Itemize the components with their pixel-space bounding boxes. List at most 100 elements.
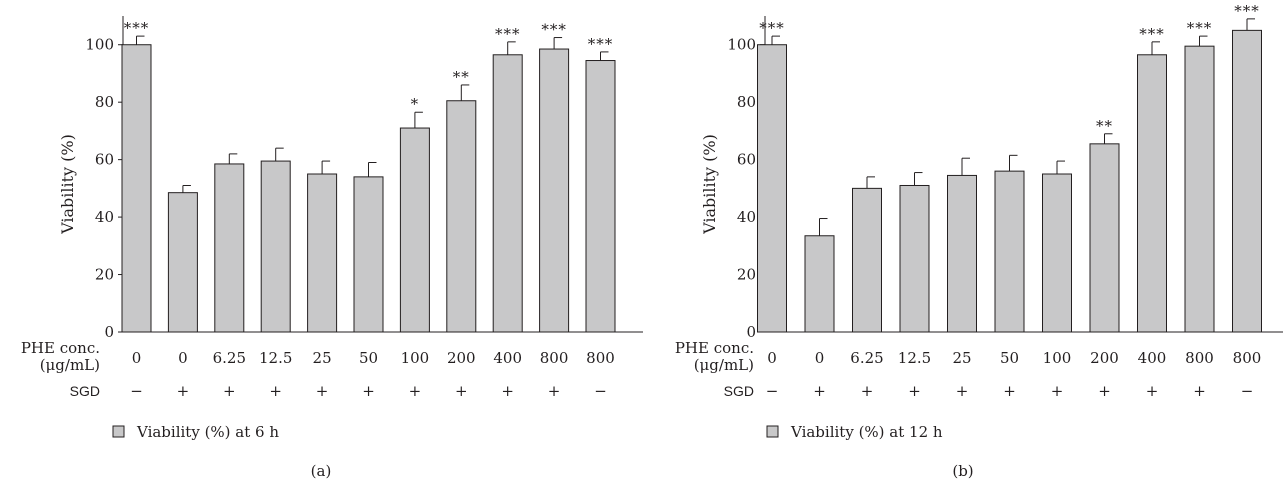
x-tick-label: 0 [132, 349, 142, 367]
sgd-value: + [177, 382, 190, 400]
bar [852, 187, 882, 333]
legend-swatch [766, 425, 779, 438]
chart-panel-b: 0 20 40 60 80 100 Viability (%) *** 0 − 0 +6.25 +12.… [675, 2, 1283, 480]
x-tick-label: 6.25 [213, 349, 246, 367]
y-tick-label: 20 [95, 266, 114, 284]
bar [1137, 54, 1167, 333]
significance-label: *** [541, 21, 567, 39]
bar [1232, 29, 1262, 333]
x-tick-label: 50 [359, 349, 378, 367]
bar [399, 127, 430, 333]
sgd-value: − [766, 382, 779, 400]
sgd-value: + [455, 382, 468, 400]
bar [121, 44, 152, 333]
sgd-value: + [1003, 382, 1016, 400]
x-tick-label: 800 [1233, 349, 1262, 367]
y-axis-label: Viability (%) [700, 134, 719, 235]
x-tick-label: 25 [313, 349, 332, 367]
sgd-value: + [409, 382, 422, 400]
phe-row-label: PHE conc. [675, 339, 754, 357]
sgd-value: + [956, 382, 969, 400]
sgd-value: + [1193, 382, 1206, 400]
panel-label: (b) [952, 462, 973, 480]
x-tick-label: 100 [401, 349, 430, 367]
panel-label: (a) [311, 462, 332, 480]
x-tick-label: 800 [586, 349, 615, 367]
x-tick-label: 6.25 [850, 349, 883, 367]
x-tick-label: 25 [952, 349, 971, 367]
x-tick-label: 0 [178, 349, 188, 367]
significance-label: ** [453, 68, 470, 86]
sgd-value: − [594, 382, 607, 400]
bar [804, 235, 835, 333]
phe-row-label: PHE conc. [21, 339, 100, 357]
sgd-value: + [501, 382, 514, 400]
x-tick-label: 200 [447, 349, 476, 367]
significance-label: *** [1139, 25, 1165, 43]
sgd-value: + [1098, 382, 1111, 400]
x-tick-label: 12.5 [898, 349, 931, 367]
bar [260, 160, 291, 333]
significance-label: *** [1234, 2, 1260, 20]
sgd-value: − [130, 382, 143, 400]
significance-label: *** [1187, 19, 1213, 37]
bar [757, 44, 787, 333]
significance-label: *** [495, 25, 521, 43]
sgd-value: + [908, 382, 921, 400]
y-tick-label: 80 [737, 93, 756, 111]
sgd-value: + [362, 382, 375, 400]
bar [539, 48, 570, 333]
y-tick-label: 40 [95, 208, 114, 226]
bar [1042, 173, 1072, 333]
y-tick-label: 60 [737, 151, 756, 169]
y-tick-label: 80 [95, 93, 114, 111]
bar [214, 163, 245, 333]
significance-label: ** [1096, 117, 1113, 135]
x-tick-label: 0 [767, 349, 777, 367]
x-tick-label: 100 [1043, 349, 1072, 367]
bar [1184, 45, 1215, 333]
sgd-value: + [223, 382, 236, 400]
x-tick-label: 50 [1000, 349, 1019, 367]
sgd-value: + [316, 382, 329, 400]
bar [899, 184, 930, 333]
sgd-value: + [1146, 382, 1159, 400]
sgd-value: + [1051, 382, 1064, 400]
significance-label: *** [124, 19, 150, 37]
bar [167, 192, 198, 333]
significance-label: * [411, 95, 420, 113]
sgd-value: − [1241, 382, 1254, 400]
phe-unit-label: (μg/mL) [694, 356, 754, 374]
sgd-value: + [548, 382, 561, 400]
bar [446, 100, 477, 333]
y-tick-label: 40 [737, 208, 756, 226]
x-tick-label: 12.5 [259, 349, 292, 367]
y-tick-label: 0 [104, 323, 114, 341]
y-tick-label: 0 [746, 323, 756, 341]
y-axis-label: Viability (%) [58, 134, 77, 235]
significance-label: *** [759, 19, 785, 37]
bar [492, 54, 523, 333]
sgd-row-label: SGD [70, 383, 100, 399]
significance-label: *** [588, 35, 614, 53]
y-tick-label: 100 [727, 36, 756, 54]
bar [947, 174, 977, 333]
x-tick-label: 0 [815, 349, 825, 367]
x-tick-label: 400 [493, 349, 522, 367]
bar [353, 176, 384, 333]
x-tick-label: 400 [1138, 349, 1167, 367]
legend-label: Viability (%) at 12 h [790, 423, 943, 441]
sgd-value: + [813, 382, 826, 400]
y-tick-label: 100 [85, 36, 114, 54]
bar [585, 60, 616, 333]
bar [1089, 143, 1120, 333]
legend-label: Viability (%) at 6 h [136, 423, 279, 441]
x-tick-label: 800 [540, 349, 569, 367]
sgd-row-label: SGD [724, 383, 754, 399]
y-tick-label: 20 [737, 266, 756, 284]
x-tick-label: 800 [1185, 349, 1214, 367]
legend-swatch [112, 425, 125, 438]
x-tick-label: 200 [1090, 349, 1119, 367]
